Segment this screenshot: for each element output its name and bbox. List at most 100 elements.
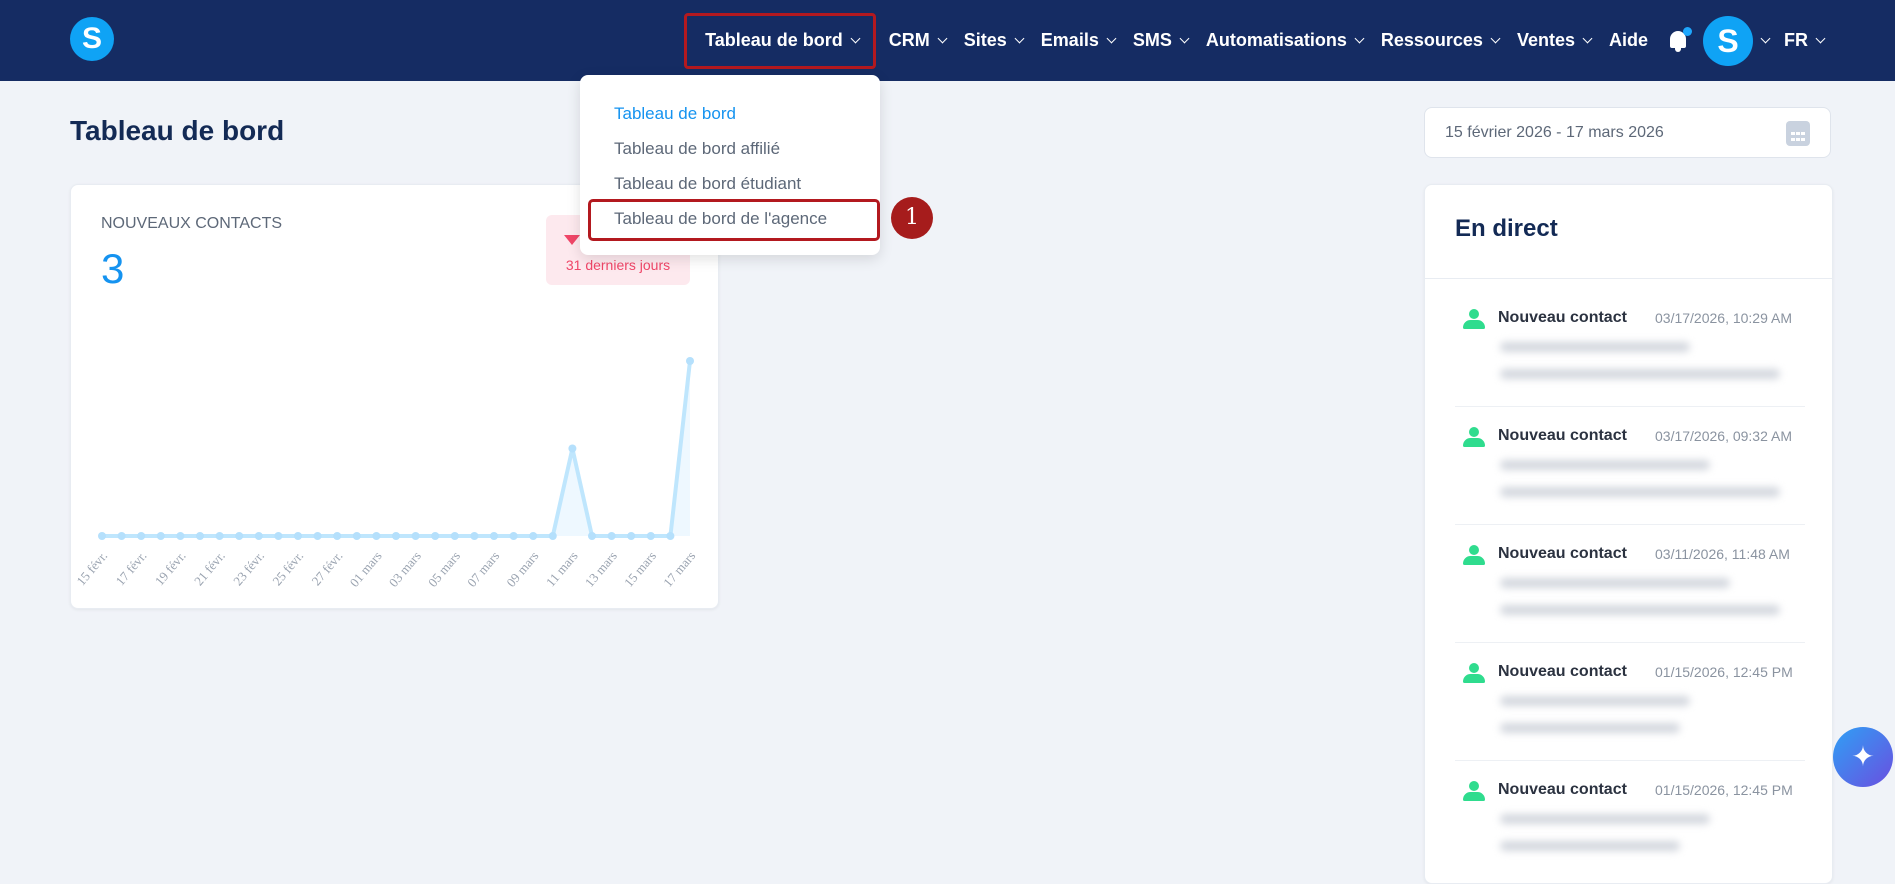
- menu-item-tableau-de-bord-agence[interactable]: Tableau de bord de l'agence: [614, 209, 828, 228]
- live-feed-title: En direct: [1455, 215, 1558, 242]
- chart-point[interactable]: [509, 532, 518, 540]
- nav-sms[interactable]: SMS: [1124, 30, 1197, 51]
- chart-point[interactable]: [607, 532, 616, 540]
- menu-item-tableau-de-bord[interactable]: Tableau de bord: [614, 104, 736, 123]
- avatar[interactable]: S: [1703, 15, 1753, 66]
- bell-icon[interactable]: [1667, 26, 1692, 53]
- chart-point[interactable]: [215, 532, 224, 540]
- redacted-source: [1500, 369, 1780, 379]
- calendar-icon: [1786, 121, 1810, 146]
- chart-point[interactable]: [156, 532, 165, 540]
- chart-point[interactable]: [196, 532, 204, 540]
- chevron-down-icon: [1014, 33, 1025, 43]
- redacted-source: [1500, 605, 1780, 615]
- nav-label: Automatisations: [1205, 30, 1347, 50]
- redacted-source: [1500, 723, 1680, 733]
- nav-ressources[interactable]: Ressources: [1372, 30, 1508, 51]
- contacts-line-chart: 15 févr. 17 févr. 19 févr. 21 févr. 23 févr.…: [73, 357, 698, 590]
- live-feed-item[interactable]: Nouveau contact 01/15/2026, 12:45 PM: [1455, 761, 1805, 879]
- x-tick-label: 19 févr.: [152, 548, 189, 588]
- chart-point[interactable]: [431, 532, 440, 540]
- person-icon: [1463, 309, 1485, 329]
- sparkles-icon[interactable]: ✦: [1833, 727, 1893, 787]
- chart-point[interactable]: [548, 532, 557, 540]
- chart-point[interactable]: [450, 532, 459, 540]
- live-feed-item[interactable]: Nouveau contact 03/17/2026, 10:29 AM: [1455, 289, 1805, 407]
- divider: [1455, 642, 1805, 643]
- x-tick-label: 17 févr.: [112, 548, 149, 588]
- chevron-down-icon: [850, 33, 861, 43]
- nav-ventes[interactable]: Ventes: [1508, 30, 1600, 51]
- chevron-down-icon: [937, 33, 948, 43]
- chart-point[interactable]: [176, 532, 185, 540]
- chevron-down-icon: [1179, 33, 1190, 43]
- redacted-email: [1500, 578, 1730, 588]
- divider: [1455, 760, 1805, 761]
- logo[interactable]: S: [70, 17, 114, 61]
- chevron-down-icon: [1815, 33, 1826, 43]
- nav-label: SMS: [1132, 30, 1172, 50]
- trend-period: 31 derniers jours: [565, 257, 671, 273]
- chart-point[interactable]: [372, 532, 381, 540]
- chart-point[interactable]: [490, 532, 498, 540]
- chart-point[interactable]: [117, 532, 126, 540]
- chart-point[interactable]: [666, 532, 675, 540]
- chart-point[interactable]: [568, 444, 577, 453]
- chart-point[interactable]: [411, 532, 420, 540]
- x-tick-label: 23 févr.: [230, 548, 267, 588]
- chart-point[interactable]: [627, 532, 636, 540]
- live-feed-item[interactable]: Nouveau contact 01/15/2026, 12:45 PM: [1455, 643, 1805, 761]
- redacted-source: [1500, 487, 1780, 497]
- chart-point[interactable]: [470, 532, 479, 540]
- account-menu-chevron[interactable]: [1753, 33, 1775, 43]
- nav-sites[interactable]: Sites: [955, 30, 1032, 51]
- x-tick-label: 01 mars: [347, 548, 385, 589]
- chart-point[interactable]: [235, 532, 244, 540]
- x-tick-label: 15 févr.: [73, 548, 110, 588]
- kpi-value: 3: [101, 245, 125, 292]
- chart-point[interactable]: [352, 532, 361, 540]
- nav-crm[interactable]: CRM: [880, 30, 955, 51]
- chart-point[interactable]: [392, 532, 400, 540]
- kpi-label: NOUVEAUX CONTACTS: [101, 215, 283, 232]
- x-tick-label: 13 mars: [582, 548, 620, 589]
- dashboard-dropdown-menu: Tableau de bord Tableau de bord affilié …: [580, 75, 880, 255]
- chart-point[interactable]: [254, 532, 263, 540]
- redacted-email: [1500, 460, 1710, 470]
- language-selector[interactable]: FR: [1775, 30, 1833, 51]
- redacted-email: [1500, 342, 1690, 352]
- date-range-picker[interactable]: 15 février 2026 - 17 mars 2026: [1424, 107, 1831, 158]
- live-feed-item[interactable]: Nouveau contact 03/17/2026, 09:32 AM: [1455, 407, 1805, 525]
- chart-point[interactable]: [313, 532, 322, 540]
- redacted-email: [1500, 696, 1690, 706]
- menu-item-tableau-de-bord-affilie[interactable]: Tableau de bord affilié: [614, 139, 781, 158]
- divider: [1455, 524, 1805, 525]
- x-tick-label: 25 févr.: [269, 548, 306, 588]
- nav-label: Ventes: [1516, 30, 1575, 50]
- chart-point[interactable]: [686, 357, 694, 365]
- feed-item-time: 03/17/2026, 10:29 AM: [1655, 310, 1792, 326]
- chart-point[interactable]: [646, 532, 655, 540]
- language-label: FR: [1784, 30, 1808, 50]
- person-icon: [1463, 663, 1485, 683]
- chart-point[interactable]: [529, 532, 538, 540]
- nav-tableau-de-bord[interactable]: Tableau de bord: [684, 12, 876, 69]
- chart-point[interactable]: [98, 532, 106, 540]
- chart-point[interactable]: [588, 532, 596, 540]
- person-icon: [1463, 781, 1485, 801]
- chart-point[interactable]: [137, 532, 146, 540]
- trend-down-icon: [564, 235, 580, 245]
- nav-automatisations[interactable]: Automatisations: [1197, 30, 1372, 51]
- feed-item-title: Nouveau contact: [1498, 663, 1627, 680]
- feed-item-title: Nouveau contact: [1498, 427, 1627, 444]
- nav-aide[interactable]: Aide: [1600, 30, 1657, 51]
- step-marker: 1: [891, 197, 933, 239]
- nav-emails[interactable]: Emails: [1032, 30, 1124, 51]
- chart-point[interactable]: [333, 532, 342, 540]
- chart-point[interactable]: [294, 532, 302, 540]
- live-feed-item[interactable]: Nouveau contact 03/11/2026, 11:48 AM: [1455, 525, 1805, 643]
- chart-point[interactable]: [274, 532, 283, 540]
- menu-item-tableau-de-bord-etudiant[interactable]: Tableau de bord étudiant: [614, 174, 802, 193]
- chevron-down-icon: [1106, 33, 1117, 43]
- feed-item-title: Nouveau contact: [1498, 309, 1627, 326]
